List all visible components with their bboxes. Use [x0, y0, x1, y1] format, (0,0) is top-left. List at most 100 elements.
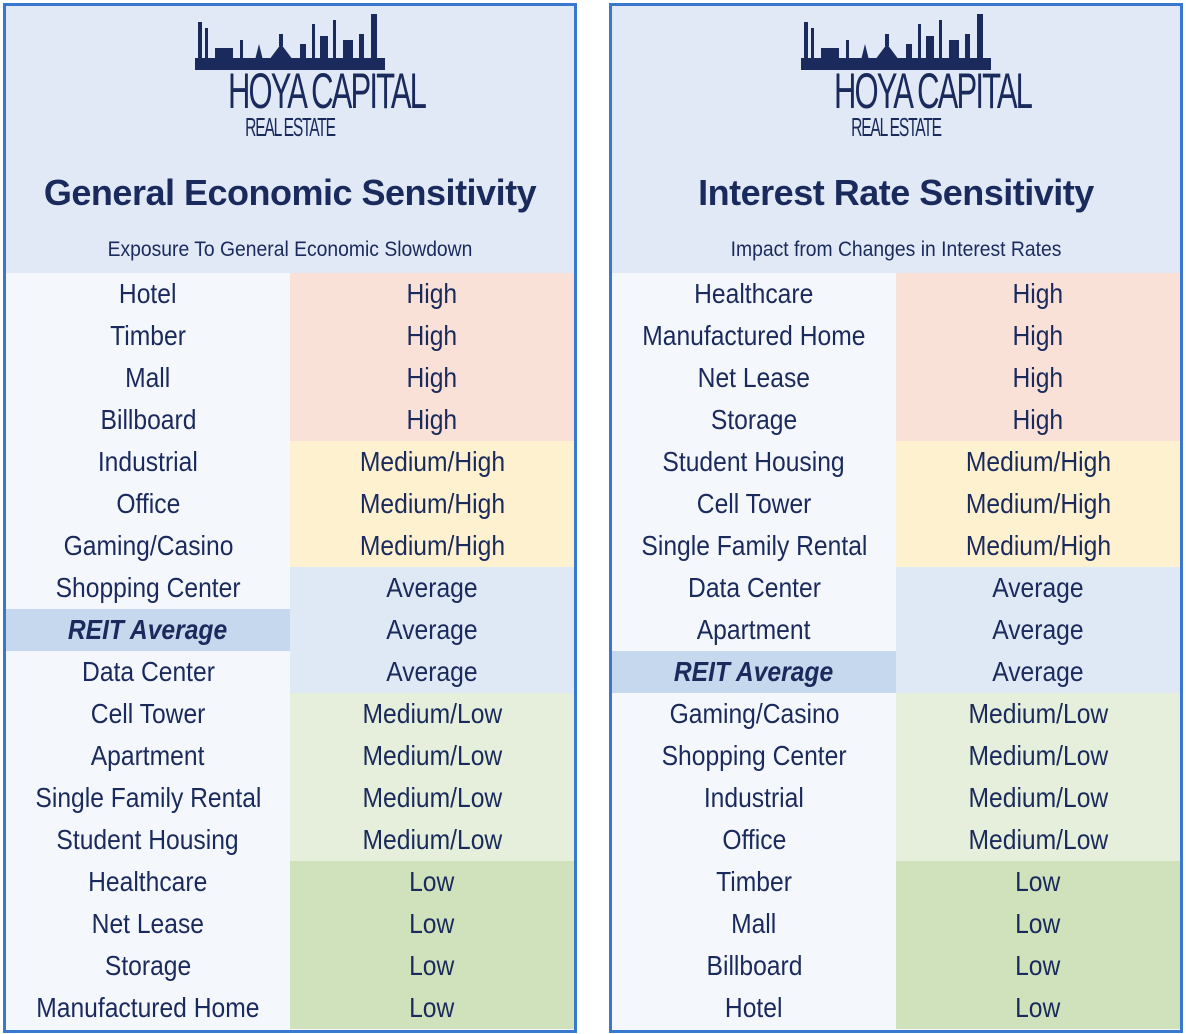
sector-name: Gaming/Casino — [669, 698, 839, 729]
sector-cell: Healthcare — [612, 273, 896, 315]
sector-cell: Hotel — [6, 273, 290, 315]
sensitivity-level-cell: Medium/High — [290, 525, 574, 567]
sensitivity-level: Average — [992, 572, 1084, 603]
sensitivity-level: Average — [386, 572, 478, 603]
sensitivity-level: High — [1012, 320, 1064, 351]
sensitivity-level-cell: Medium/Low — [290, 693, 574, 735]
table-row: Manufactured Home High — [612, 315, 1180, 357]
sensitivity-level-cell: Medium/Low — [896, 693, 1180, 735]
table-row: Timber High — [6, 315, 574, 357]
table-row: Manufactured Home Low — [6, 987, 574, 1029]
sector-cell: Net Lease — [6, 903, 290, 945]
table-row: Gaming/Casino Medium/High — [6, 525, 574, 567]
sector-name: Net Lease — [697, 362, 811, 393]
sector-name: Manufactured Home — [36, 992, 260, 1023]
sensitivity-level: Average — [992, 656, 1084, 687]
sector-name: Billboard — [100, 404, 196, 435]
sector-cell: Gaming/Casino — [6, 525, 290, 567]
sensitivity-level-cell: Medium/Low — [290, 819, 574, 861]
sector-name: Storage — [104, 950, 192, 981]
sector-cell: Industrial — [612, 777, 896, 819]
sector-cell: Hotel — [612, 987, 896, 1029]
table-row: Shopping Center Medium/Low — [612, 735, 1180, 777]
sector-name: Data Center — [81, 656, 215, 687]
table-row: Hotel High — [6, 273, 574, 315]
sector-cell: Healthcare — [6, 861, 290, 903]
sector-name: Storage — [710, 404, 798, 435]
table-row: Apartment Average — [612, 609, 1180, 651]
sector-name: Mall — [125, 362, 171, 393]
sector-cell: Billboard — [612, 945, 896, 987]
sensitivity-level-cell: Average — [896, 609, 1180, 651]
table-row: Single Family Rental Medium/Low — [6, 777, 574, 819]
skyline-icon — [801, 14, 991, 70]
sensitivity-level-cell: Low — [290, 987, 574, 1029]
sensitivity-level: Low — [409, 992, 455, 1023]
table-row: Storage Low — [6, 945, 574, 987]
sensitivity-level-cell: Low — [290, 945, 574, 987]
sector-cell: Timber — [6, 315, 290, 357]
sector-cell: Apartment — [612, 609, 896, 651]
sensitivity-level: High — [1012, 278, 1064, 309]
sensitivity-level-cell: Medium/Low — [290, 735, 574, 777]
table-row: Healthcare High — [612, 273, 1180, 315]
table-row: Student Housing Medium/Low — [6, 819, 574, 861]
sensitivity-level: Average — [992, 614, 1084, 645]
sector-cell: Storage — [6, 945, 290, 987]
sector-cell: Student Housing — [6, 819, 290, 861]
sensitivity-level: Medium/Low — [968, 824, 1108, 855]
sector-name: Healthcare — [694, 278, 814, 309]
table-row: Billboard High — [6, 399, 574, 441]
sensitivity-level: High — [406, 278, 458, 309]
sector-cell: Single Family Rental — [6, 777, 290, 819]
sensitivity-level: High — [406, 320, 458, 351]
sensitivity-level-cell: Medium/High — [290, 483, 574, 525]
sensitivity-level: Medium/Low — [968, 698, 1108, 729]
sector-cell: Mall — [612, 903, 896, 945]
sensitivity-level-cell: High — [896, 315, 1180, 357]
sector-cell: Manufactured Home — [612, 315, 896, 357]
sector-name: Single Family Rental — [641, 530, 867, 561]
sensitivity-level-cell: Average — [290, 567, 574, 609]
sensitivity-table: Hotel High Timber High Mall High Billboard High… — [6, 273, 574, 1029]
sector-cell: Industrial — [6, 441, 290, 483]
sensitivity-level-cell: High — [290, 273, 574, 315]
sensitivity-level-cell: Low — [290, 861, 574, 903]
table-row: Gaming/Casino Medium/Low — [612, 693, 1180, 735]
sector-cell: Gaming/Casino — [612, 693, 896, 735]
sensitivity-level: Medium/High — [965, 446, 1111, 477]
sensitivity-level: Medium/High — [359, 530, 505, 561]
sector-name: Student Housing — [56, 824, 240, 855]
sector-name: Hotel — [119, 278, 177, 309]
sector-name: Cell Tower — [90, 698, 206, 729]
sensitivity-level: High — [406, 404, 458, 435]
sensitivity-level: Medium/High — [359, 488, 505, 519]
table-row: Shopping Center Average — [6, 567, 574, 609]
sensitivity-level-cell: Low — [896, 945, 1180, 987]
sector-cell: Single Family Rental — [612, 525, 896, 567]
sector-name: Office — [722, 824, 786, 855]
sector-cell: Office — [6, 483, 290, 525]
sector-cell: Apartment — [6, 735, 290, 777]
sensitivity-level-cell: Medium/Low — [896, 777, 1180, 819]
sector-cell: REIT Average — [6, 609, 290, 651]
sector-name: Shopping Center — [55, 572, 241, 603]
sector-name: Net Lease — [91, 908, 205, 939]
table-row: Net Lease Low — [6, 903, 574, 945]
sector-name: Timber — [716, 866, 792, 897]
table-row: Office Medium/High — [6, 483, 574, 525]
sector-name: Timber — [110, 320, 186, 351]
sensitivity-level-cell: High — [896, 399, 1180, 441]
table-row: Office Medium/Low — [612, 819, 1180, 861]
sensitivity-table: Healthcare High Manufactured Home High Net L… — [612, 273, 1180, 1029]
sector-cell: Cell Tower — [612, 483, 896, 525]
panel-subtitle: Exposure To General Economic Slowdown — [107, 238, 473, 261]
sensitivity-level: Low — [1015, 950, 1061, 981]
table-row: Single Family Rental Medium/High — [612, 525, 1180, 567]
table-row: Hotel Low — [612, 987, 1180, 1029]
table-row: Cell Tower Medium/High — [612, 483, 1180, 525]
sector-name: Shopping Center — [661, 740, 847, 771]
sensitivity-level-cell: Low — [896, 903, 1180, 945]
sector-cell: Office — [612, 819, 896, 861]
panel-title: Interest Rate Sensitivity — [698, 172, 1094, 213]
